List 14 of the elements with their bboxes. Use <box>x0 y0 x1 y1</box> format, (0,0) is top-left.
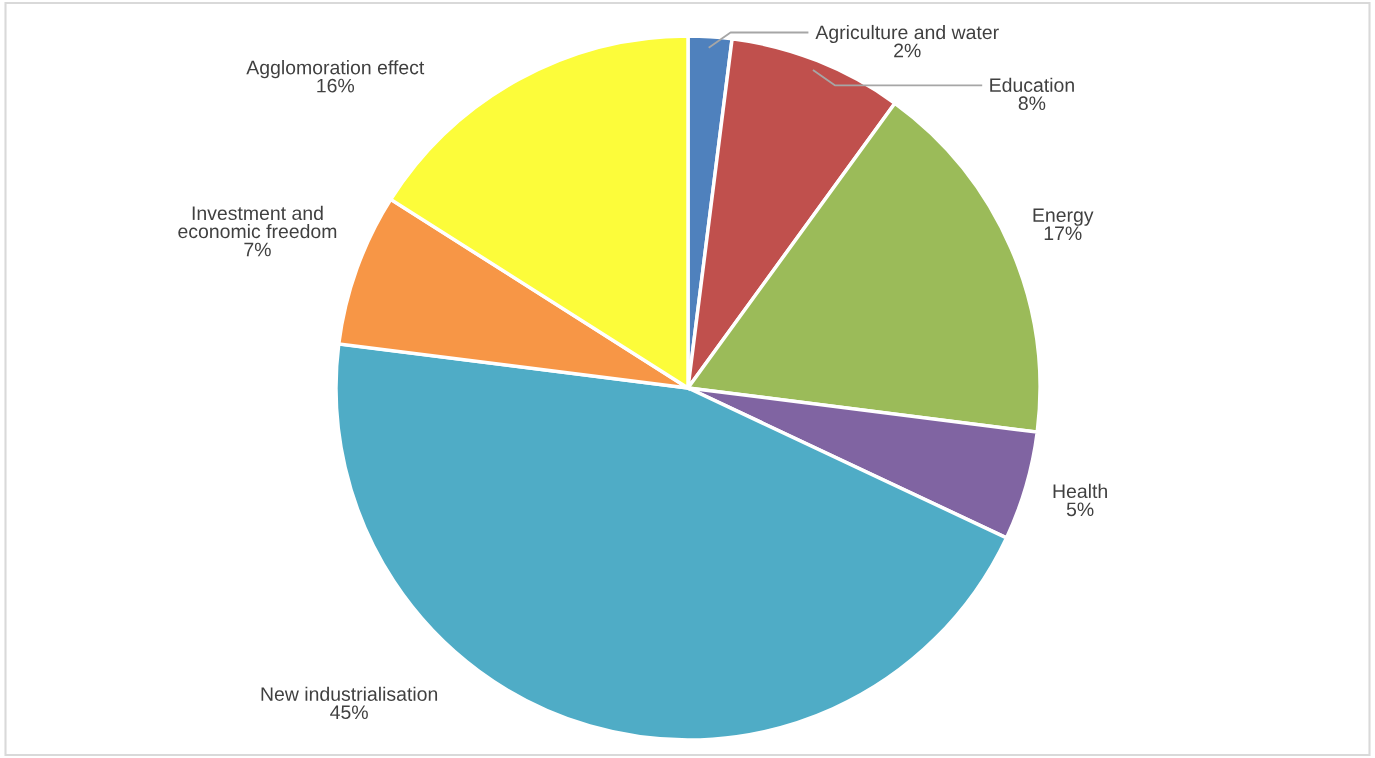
data-label: 17% <box>1044 226 1082 241</box>
slice-label: Investment and economic freedom <box>178 205 337 239</box>
slice-label: Education <box>990 77 1074 92</box>
slice-label: Agglomoration effect <box>246 60 425 79</box>
slice-label: Health <box>1053 483 1107 499</box>
slice-label: New industrialisation <box>261 686 438 701</box>
data-label: 45% <box>330 705 368 720</box>
data-label: 5% <box>1066 502 1094 517</box>
data-label: 2% <box>894 43 921 58</box>
data-label: 16% <box>317 78 355 93</box>
slice-label: Energy <box>1033 208 1094 226</box>
data-label: 7% <box>244 242 271 257</box>
data-label: 8% <box>1018 96 1046 111</box>
slice-label: Agriculture and water <box>815 24 999 44</box>
